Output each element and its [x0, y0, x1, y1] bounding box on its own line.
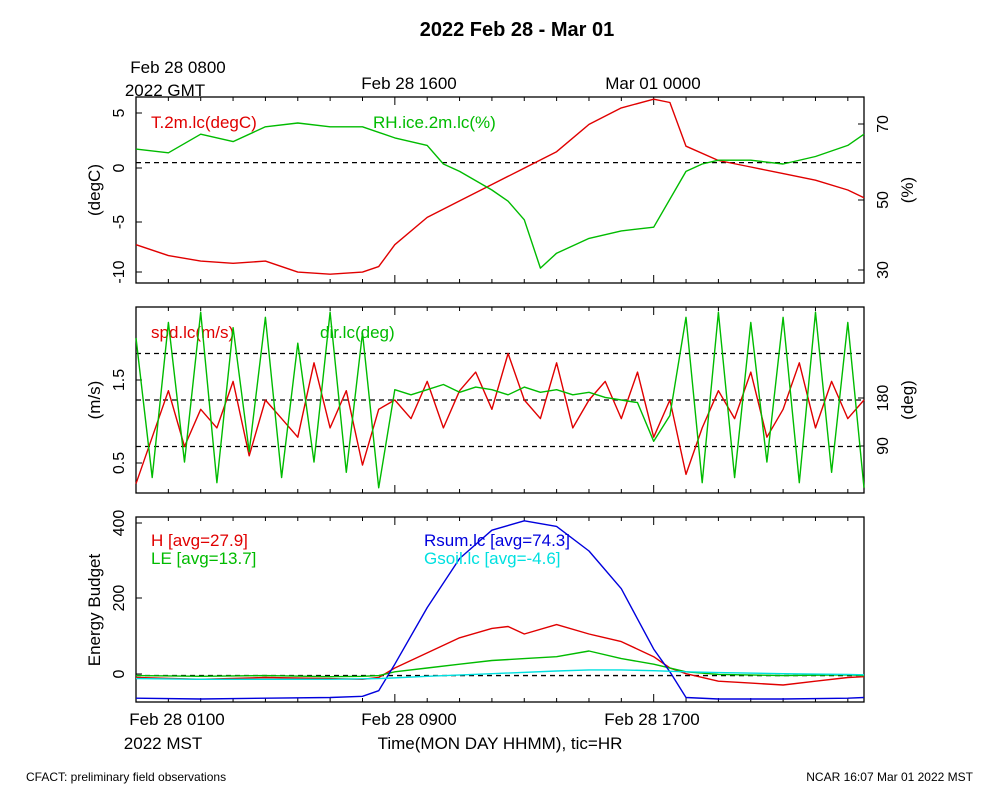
- y-tick-label-right: 180: [875, 385, 892, 412]
- y-axis-title-left: (m/s): [85, 381, 104, 420]
- series-line-red: [135, 98, 865, 275]
- legend-green: RH.ice.2m.lc(%): [373, 113, 496, 132]
- series-line-green: [135, 311, 865, 489]
- y-axis-title-left: (degC): [85, 164, 104, 216]
- temperature-rh-frame: [135, 96, 865, 284]
- y-tick-label-right: 70: [875, 115, 892, 133]
- x-axis-title: Time(MON DAY HHMM), tic=HR: [378, 734, 623, 753]
- footer-right: NCAR 16:07 Mar 01 2022 MST: [806, 770, 973, 784]
- y-tick-label-right: 30: [875, 261, 892, 279]
- y-tick-label-left: 400: [111, 510, 128, 537]
- legend-green: dir.lc(deg): [320, 323, 395, 342]
- y-tick-label-left: 200: [111, 585, 128, 612]
- bottom-axis-label-1a: Feb 28 0100: [129, 710, 224, 729]
- y-tick-label-left: 0: [111, 669, 128, 678]
- legend-cyan: Gsoil.lc [avg=-4.6]: [424, 549, 561, 568]
- energy-budget-panel: 400 200 0 Energy Budget H [avg=27.9]LE [avg=…: [85, 510, 865, 703]
- series-line-cyan: [135, 669, 865, 680]
- top-axis-label-1b: 2022 GMT: [125, 81, 205, 100]
- bottom-axis-label-2: Feb 28 0900: [361, 710, 456, 729]
- legend-green: LE [avg=13.7]: [151, 549, 256, 568]
- top-axis-label-3: Mar 01 0000: [605, 74, 700, 93]
- wind-panel: 1.5 0.5 180 90 (m/s) (deg) spd.lc(m/s) dir.lc(d…: [85, 306, 917, 494]
- legend-red: spd.lc(m/s): [151, 323, 234, 342]
- y-axis-title-right: (%): [898, 177, 917, 203]
- series-line-green: [135, 650, 865, 678]
- chart-title: 2022 Feb 28 - Mar 01: [420, 19, 615, 41]
- legend-red: H [avg=27.9]: [151, 531, 248, 550]
- footer-left: CFACT: preliminary field observations: [26, 770, 226, 784]
- y-axis-title-left: Energy Budget: [85, 553, 104, 666]
- legend-red: T.2m.lc(degC): [151, 113, 257, 132]
- bottom-axis-label-3: Feb 28 1700: [604, 710, 699, 729]
- y-tick-label-right: 90: [875, 437, 892, 455]
- series-line-blue: [135, 520, 865, 700]
- y-tick-label-left: 5: [111, 108, 128, 117]
- y-tick-label-left: 1.5: [111, 369, 128, 391]
- y-axis-title-right: (deg): [898, 380, 917, 420]
- energy-budget-frame: [135, 516, 865, 703]
- bottom-axis-label-1b: 2022 MST: [124, 734, 202, 753]
- y-tick-label-left: -5: [111, 215, 128, 229]
- y-tick-label-right: 50: [875, 191, 892, 209]
- top-axis-label-1a: Feb 28 0800: [130, 58, 225, 77]
- y-tick-label-left: 0: [111, 163, 128, 172]
- y-tick-label-left: -10: [111, 260, 128, 283]
- top-axis-label-2: Feb 28 1600: [361, 74, 456, 93]
- legend-blue: Rsum.lc [avg=74.3]: [424, 531, 570, 550]
- series-line-green: [135, 122, 865, 269]
- y-tick-label-left: 0.5: [111, 452, 128, 474]
